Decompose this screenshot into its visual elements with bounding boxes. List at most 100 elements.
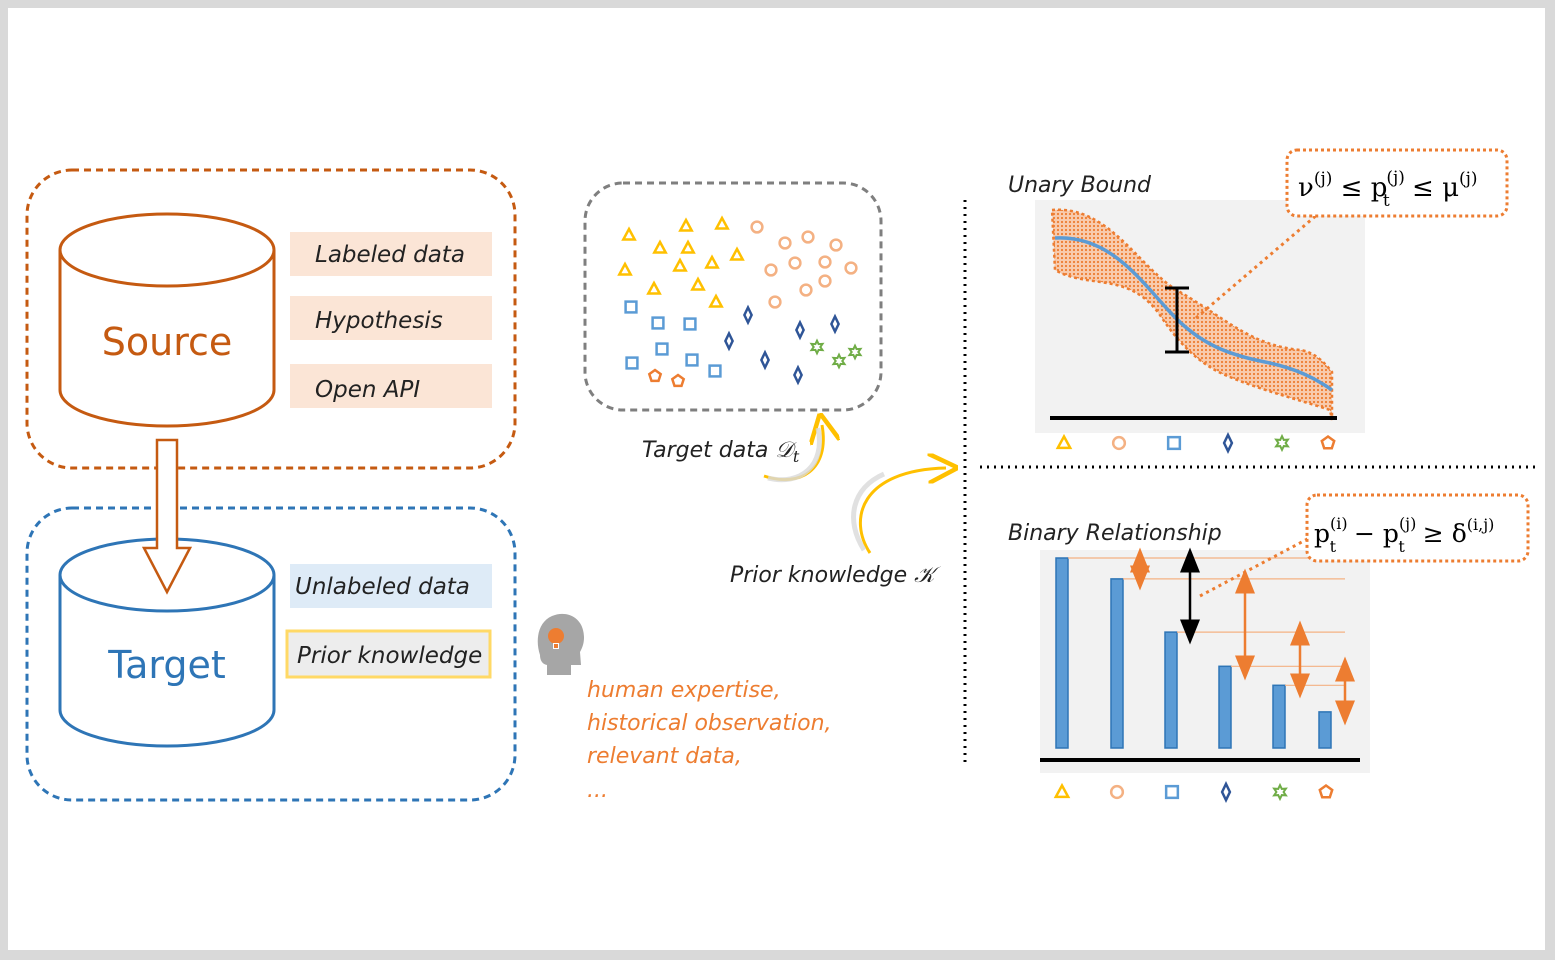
scatter-star-2	[831, 352, 847, 370]
source-item-open-api: Open API	[315, 377, 420, 403]
scatter-star-1	[847, 343, 863, 361]
scatter-circle-6	[818, 255, 832, 269]
source-item-hypothesis: Hypothesis	[315, 308, 443, 334]
scatter-square-3	[655, 342, 669, 356]
scatter-circle-8	[799, 283, 813, 297]
binary-formula-box	[1305, 493, 1530, 563]
knowledge-source-3: ...	[587, 778, 608, 803]
scatter-circle-9	[768, 295, 782, 309]
source-cylinder	[58, 212, 276, 428]
unary-symbol-circle	[1111, 435, 1127, 451]
source-dashed-box	[25, 168, 517, 470]
binary-symbol-diamond	[1220, 781, 1232, 803]
binary-callout-line	[1199, 533, 1316, 598]
binary-bar-pentagon	[1318, 711, 1332, 749]
scatter-triangle-1	[678, 217, 694, 232]
prior-knowledge-caption: Prior knowledge 𝒦	[730, 563, 941, 588]
scatter-diamond-0	[743, 304, 753, 326]
scatter-diamond-4	[760, 349, 770, 371]
scatter-triangle-8	[729, 246, 745, 261]
scatter-triangle-6	[672, 257, 688, 272]
binary-bar-circle	[1110, 578, 1124, 749]
scatter-triangle-7	[704, 254, 720, 269]
scatter-circle-2	[801, 230, 815, 244]
scatter-triangle-3	[652, 239, 668, 254]
unary-class-symbols	[1055, 432, 1336, 454]
source-item-box-api	[290, 364, 492, 408]
scatter-diamond-1	[795, 319, 805, 341]
binary-title: Binary Relationship	[1008, 521, 1222, 546]
binary-formula: p(i) t − p(j) t ≥ δ(i,j)	[1314, 514, 1494, 556]
binary-symbol-star	[1272, 782, 1288, 802]
binary-bar-star	[1272, 684, 1286, 749]
scatter-circle-3	[829, 238, 843, 252]
source-item-box-hypothesis	[290, 296, 492, 340]
scatter-triangle-0	[621, 226, 637, 241]
binary-symbol-square	[1164, 784, 1180, 800]
target-item-box-prior	[285, 629, 492, 679]
target-item-box-unlabeled	[290, 564, 492, 608]
scatter-square-6	[708, 364, 722, 378]
binary-relationship-panel: Binary Relationship p(i) t − p(j) t ≥ δ(i,…	[1008, 493, 1530, 803]
knowledge-source-1: historical observation,	[587, 711, 832, 736]
binary-guide-lines	[1068, 557, 1345, 686]
scatter-triangle-9	[690, 276, 706, 291]
unary-formula: ν(j) ≤ p(j) t ≤ μ(j)	[1298, 168, 1478, 211]
unary-symbol-square	[1166, 435, 1182, 451]
scatter-circle-4	[764, 263, 778, 277]
scatter-star-0	[809, 338, 825, 356]
scatter-circle-10	[818, 274, 832, 288]
source-label: Source	[102, 320, 233, 364]
source-item-labeled-data: Labeled data	[315, 242, 465, 268]
target-dashed-box	[25, 506, 517, 802]
target-data-curved-arrow-shade	[767, 427, 822, 483]
scatter-diamond-5	[793, 364, 803, 386]
scatter-triangle-4	[680, 239, 696, 254]
unary-symbol-star	[1274, 433, 1290, 453]
transfer-arrow	[141, 438, 193, 595]
binary-class-symbols	[1053, 781, 1334, 803]
prior-knowledge-curved-arrow	[858, 468, 946, 554]
binary-bar-triangle	[1055, 557, 1069, 749]
scatter-square-2	[683, 317, 697, 331]
human-head-icon	[537, 613, 584, 675]
scatter-circle-0	[750, 220, 764, 234]
target-data-caption: Target data 𝒟t	[642, 438, 800, 466]
binary-symbol-triangle	[1053, 782, 1071, 799]
target-label: Target	[107, 643, 226, 687]
binary-symbol-circle	[1109, 784, 1125, 800]
scatter-triangle-2	[714, 215, 730, 230]
scatter-triangle-10	[646, 280, 662, 295]
unary-symbol-pentagon	[1320, 434, 1336, 450]
target-item-prior-knowledge: Prior knowledge	[297, 643, 482, 669]
scatter-square-4	[625, 356, 639, 370]
scatter-pentagon-0	[647, 368, 663, 383]
scatter-pentagon-1	[670, 373, 686, 388]
target-data-dashed-box	[583, 181, 883, 412]
scatter-diamond-2	[830, 313, 840, 335]
binary-bar-diamond	[1218, 665, 1232, 749]
unary-bound-panel: Unary Bound ν(j) ≤ p(j) t ≤ μ(j)	[1008, 148, 1509, 454]
target-group: Target Unlabeled data Prior knowledge	[25, 506, 517, 802]
scatter-triangle-11	[708, 293, 724, 308]
unary-title: Unary Bound	[1008, 173, 1152, 198]
unary-symbol-diamond	[1222, 432, 1234, 454]
target-data-panel	[583, 181, 883, 412]
binary-bar-square	[1164, 631, 1178, 749]
source-item-box-labeled	[290, 232, 492, 276]
target-item-unlabeled-data: Unlabeled data	[295, 574, 470, 600]
unary-symbol-triangle	[1055, 433, 1073, 450]
scatter-square-0	[624, 300, 638, 314]
target-data-scatter	[617, 215, 863, 388]
binary-symbol-pentagon	[1318, 783, 1334, 799]
scatter-diamond-3	[724, 330, 734, 352]
knowledge-source-0: human expertise,	[587, 678, 781, 703]
source-group: Source Labeled data Hypothesis Open API	[25, 168, 517, 470]
scatter-square-1	[651, 316, 665, 330]
unary-mean-curve	[1054, 236, 1334, 392]
scatter-circle-7	[844, 261, 858, 275]
scatter-triangle-5	[617, 261, 633, 276]
binary-bars	[1055, 557, 1332, 749]
scatter-circle-5	[788, 256, 802, 270]
